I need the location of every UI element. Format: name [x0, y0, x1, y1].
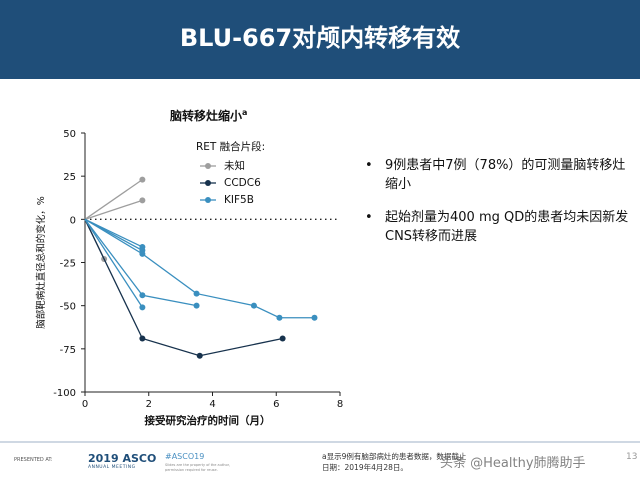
legend-marker-dot: [205, 179, 211, 186]
y-tick-label: 25: [63, 172, 76, 183]
x-tick-label: 6: [273, 399, 279, 410]
bullet-list: • 9例患者中7例（78%）的可测量脑转移灶缩小 • 起始剂量为400 mg QD的…: [365, 156, 635, 260]
footnote: a显示9例有脑部病灶的患者数据，数据截止日期：2019年4月28日。: [322, 452, 467, 472]
series-line: [84, 199, 143, 220]
legend-item: 未知: [196, 157, 265, 174]
series-line: [84, 218, 143, 308]
legend-marker-dot: [205, 196, 211, 203]
footer: PRESENTED AT: 2019 ASCO ANNUAL MEETING #…: [0, 443, 640, 480]
legend-marker-icon: [200, 179, 216, 186]
chart-title-text: 脑转移灶缩小: [170, 109, 243, 123]
footer-divider: [0, 441, 640, 443]
chart-title-footnote-mark: a: [242, 108, 248, 117]
chart: 50 25 0 -25 -50 -75 -100 0 2 4 6 8 接受研究治疗的时间（月） 脑部靶病灶…: [35, 129, 343, 427]
legend-marker-dot: [205, 162, 211, 169]
x-tick-label: 4: [209, 399, 215, 410]
bullet-item: • 起始剂量为400 mg QD的患者均未因新发CNS转移而进展: [365, 208, 635, 246]
slide-title: BLU-667对颅内转移有效: [179, 24, 461, 52]
data-point: [139, 304, 146, 311]
y-tick-label: -25: [60, 259, 76, 270]
y-tick-label: -50: [60, 302, 76, 313]
legend-item: KIF5B: [196, 191, 265, 208]
series-line: [84, 179, 143, 220]
watermark: 头条 @Healthy肺腾助手: [440, 456, 586, 471]
data-point: [193, 290, 200, 297]
presented-at-label: PRESENTED AT:: [14, 457, 53, 463]
data-point: [139, 250, 146, 257]
legend-item: CCDC6: [196, 174, 265, 191]
x-tick-label: 8: [337, 399, 343, 410]
data-point: [139, 335, 146, 342]
data-point: [276, 314, 283, 321]
bullet-item: • 9例患者中7例（78%）的可测量脑转移灶缩小: [365, 156, 635, 194]
asco-logo: 2019 ASCO ANNUAL MEETING: [88, 452, 156, 470]
page-number: 13: [626, 452, 638, 462]
y-tick-label: -100: [53, 388, 76, 399]
legend-marker-icon: [200, 162, 216, 169]
x-tick-label: 0: [82, 399, 88, 410]
asco-logo-year: 2019 ASCO: [88, 452, 157, 465]
hashtag: #ASCO19: [165, 452, 205, 461]
legend-title: RET 融合片段:: [196, 141, 266, 153]
series-line: [84, 218, 315, 319]
series-line: [84, 219, 283, 357]
data-point: [139, 176, 146, 183]
bullet-text: 起始剂量为400 mg QD的患者均未因新发CNS转移而进展: [385, 210, 629, 244]
data-point: [250, 302, 257, 309]
data-point: [139, 197, 146, 204]
data-point: [193, 302, 200, 309]
data-point: [279, 335, 286, 342]
bullet-text: 9例患者中7例（78%）的可测量脑转移灶缩小: [385, 158, 626, 192]
x-axis-label: 接受研究治疗的时间（月）: [145, 414, 271, 427]
legend-marker-icon: [200, 196, 216, 203]
y-tick-label: -75: [60, 345, 76, 356]
slides-note: Slides are the property of the author, p…: [165, 463, 231, 472]
legend-item-label: 未知: [224, 160, 245, 172]
header-bar: BLU-667对颅内转移有效: [0, 0, 640, 79]
y-tick-label: 0: [70, 215, 76, 226]
legend-item-label: CCDC6: [224, 176, 261, 189]
bullet-dot-icon: •: [365, 158, 373, 173]
legend-item-label: KIF5B: [224, 193, 254, 206]
asco-logo-subtitle: ANNUAL MEETING: [88, 465, 136, 470]
data-point: [196, 352, 203, 359]
y-tick-label: 50: [63, 129, 76, 140]
bullet-dot-icon: •: [365, 210, 373, 225]
chart-title: 脑转移灶缩小a: [170, 107, 247, 124]
series-line: [84, 218, 197, 307]
data-point: [139, 292, 146, 299]
data-point: [311, 314, 318, 321]
x-tick-label: 2: [146, 399, 152, 410]
y-axis-label: 脑部靶病灶直径总和的变化，%: [35, 196, 47, 329]
legend: RET 融合片段: 未知 CCDC6 KIF5B: [196, 139, 265, 208]
